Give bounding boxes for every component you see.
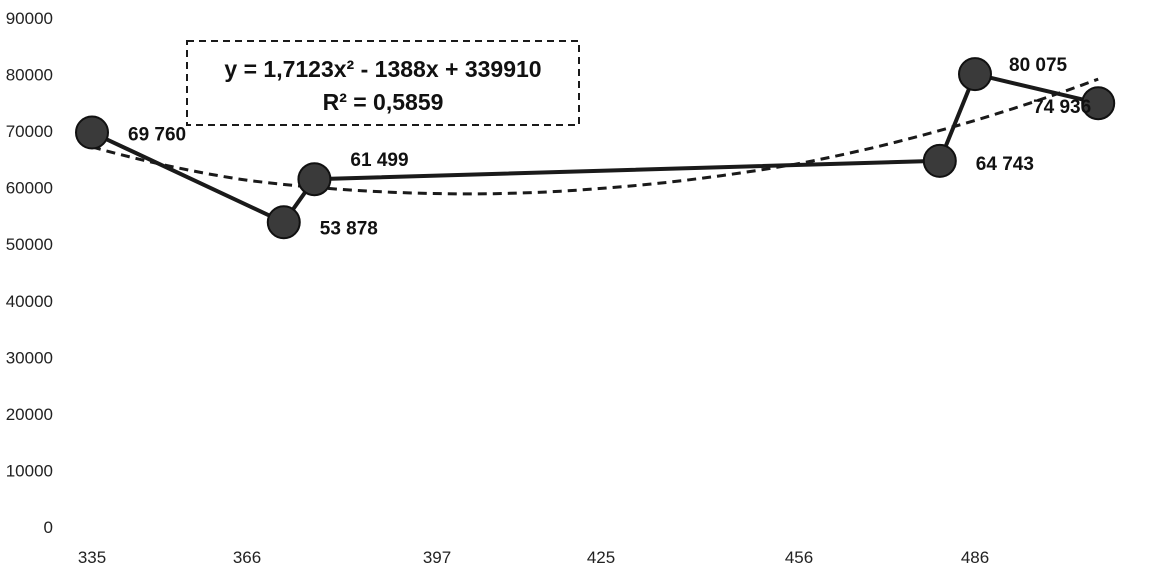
data-point-marker: [75, 115, 109, 150]
trendline-r-squared: R² = 0,5859: [323, 89, 444, 115]
y-tick-label: 30000: [6, 348, 53, 367]
x-tick-label: 425: [587, 548, 615, 567]
data-label: 74 936: [1033, 97, 1091, 118]
data-label: 61 499: [350, 150, 408, 171]
data-point-marker: [922, 143, 957, 178]
data-label: 53 878: [320, 218, 378, 239]
series-line: [91, 71, 1099, 225]
data-labels: 69 760 53 878 61 499 64 743 80 075 74 936: [128, 55, 1091, 239]
x-tick-label: 335: [78, 548, 106, 567]
trendline-equation: y = 1,7123x² - 1388x + 339910: [224, 56, 541, 82]
data-point-marker: [266, 205, 301, 240]
y-tick-label: 10000: [6, 461, 53, 480]
y-tick-label: 20000: [6, 405, 53, 424]
x-tick-label: 486: [961, 548, 989, 567]
equation-box: y = 1,7123x² - 1388x + 339910 R² = 0,585…: [186, 40, 580, 126]
y-tick-label: 0: [44, 518, 53, 537]
y-axis: 0 10000 20000 30000 40000 50000 60000 70000 8000…: [6, 9, 53, 537]
y-tick-label: 90000: [6, 9, 53, 28]
y-tick-label: 70000: [6, 122, 53, 141]
data-label: 69 760: [128, 124, 186, 145]
data-label: 64 743: [976, 154, 1034, 175]
x-tick-label: 397: [423, 548, 451, 567]
x-tick-label: 366: [233, 548, 261, 567]
data-point-marker: [958, 57, 992, 92]
y-tick-label: 60000: [6, 179, 53, 198]
data-label: 80 075: [1009, 55, 1068, 76]
trendline: [91, 77, 1099, 196]
data-point-marker: [297, 162, 332, 197]
x-axis: 335 366 397 425 456 486: [78, 548, 989, 567]
data-points: [75, 57, 1116, 240]
y-tick-label: 40000: [6, 292, 53, 311]
y-tick-label: 50000: [6, 235, 53, 254]
data-point-marker: [1081, 86, 1116, 121]
y-tick-label: 80000: [6, 66, 53, 85]
x-tick-label: 456: [785, 548, 813, 567]
